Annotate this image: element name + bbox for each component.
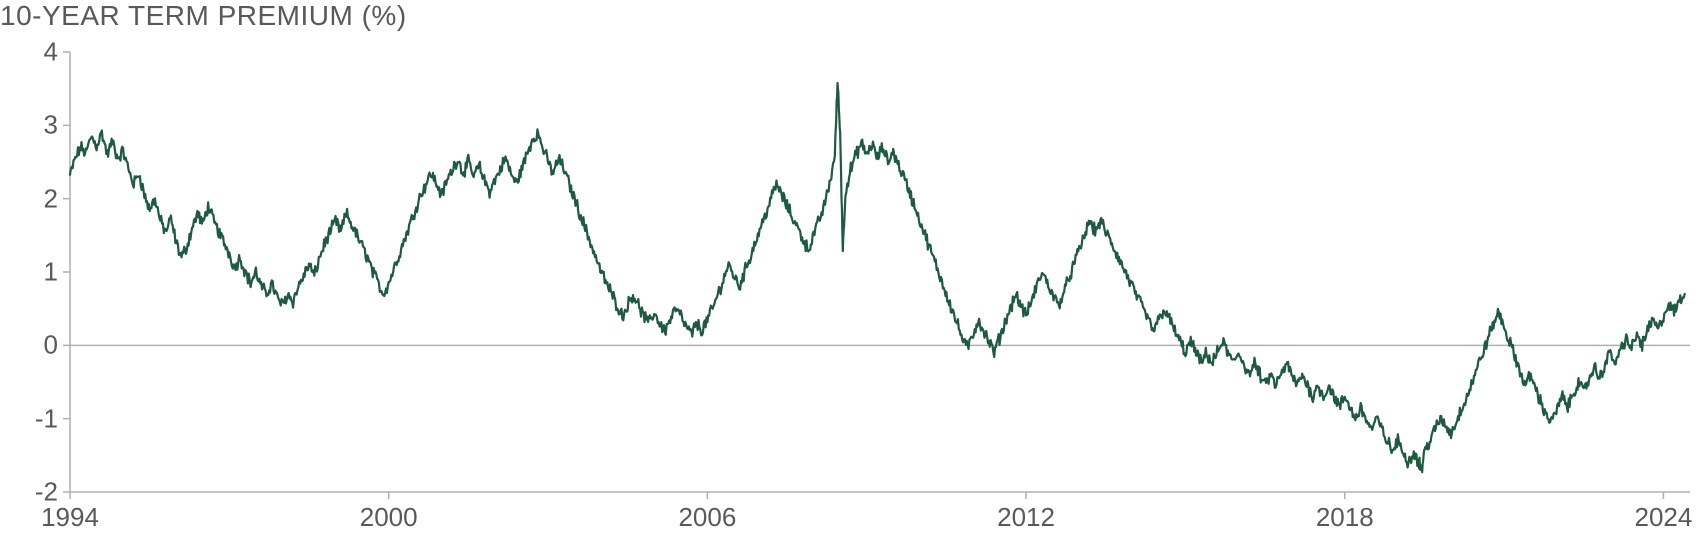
y-tick-label: 1 [44,257,58,288]
plot-area: -2-101234199420002006201220182024 [70,52,1690,492]
x-tick-label: 2006 [678,502,736,533]
y-tick-label: 2 [44,183,58,214]
x-tick-label: 2000 [360,502,418,533]
y-tick-label: -1 [35,403,58,434]
term-premium-chart: 10-YEAR TERM PREMIUM (%) -2-101234199420… [0,0,1700,550]
x-tick-label: 2024 [1635,502,1693,533]
y-tick-label: 4 [44,37,58,68]
y-tick-label: 3 [44,110,58,141]
series-line [70,83,1685,472]
y-tick-label: 0 [44,330,58,361]
x-tick-label: 2012 [997,502,1055,533]
chart-title: 10-YEAR TERM PREMIUM (%) [0,0,407,32]
x-tick-label: 1994 [41,502,99,533]
x-tick-label: 2018 [1316,502,1374,533]
chart-svg [70,52,1690,492]
